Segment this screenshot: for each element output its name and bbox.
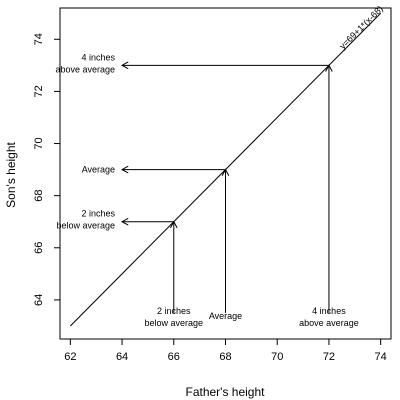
horizontal-arrow-1-head xyxy=(121,165,129,174)
y-tick-label-68: 68 xyxy=(33,190,45,202)
horizontal-arrow-0 xyxy=(121,217,174,226)
vertical-arrow-label-0-1: below average xyxy=(145,318,204,328)
vertical-arrow-0-head xyxy=(169,220,178,229)
horizontal-arrow-label-1-0: Average xyxy=(82,165,115,175)
y-tick-label-64: 64 xyxy=(33,294,45,306)
x-tick-label-64: 64 xyxy=(116,351,128,363)
x-axis-title: Father's height xyxy=(185,385,265,399)
y-axis-title: Son's height xyxy=(4,141,18,207)
horizontal-arrow-1 xyxy=(121,165,226,174)
horizontal-arrow-label-2-1: above average xyxy=(56,64,116,74)
regression-line-label: y=69+1*(x-68) xyxy=(338,4,385,51)
x-tick-label-62: 62 xyxy=(64,351,76,363)
vertical-arrow-2-head xyxy=(325,64,333,72)
vertical-arrow-label-0-0: 2 inches xyxy=(157,306,191,316)
y-tick-label-72: 72 xyxy=(33,85,45,97)
x-tick-label-72: 72 xyxy=(323,351,335,363)
x-tick-label-68: 68 xyxy=(219,351,231,363)
plot-marks: y=69+1*(x-68) 2 inches below average 2 inch… xyxy=(56,4,385,328)
vertical-arrow-1-head xyxy=(221,168,230,176)
vertical-arrow-label-1-0: Average xyxy=(209,311,242,321)
x-tick-label-74: 74 xyxy=(375,351,387,363)
y-tick-label-70: 70 xyxy=(33,137,45,149)
x-tick-label-66: 66 xyxy=(168,351,180,363)
y-tick-label-74: 74 xyxy=(33,33,45,45)
vertical-arrow-2 xyxy=(325,64,333,313)
x-axis: 62 64 66 68 70 72 74 xyxy=(64,339,387,363)
y-axis: 64 66 68 70 72 74 xyxy=(33,33,60,306)
x-tick-label-70: 70 xyxy=(271,351,283,363)
horizontal-arrow-2-head xyxy=(121,61,129,70)
vertical-arrow-label-2-0: 4 inches xyxy=(312,306,346,316)
horizontal-arrow-label-0-0: 2 inches xyxy=(82,209,116,219)
vertical-arrow-1 xyxy=(221,168,230,313)
horizontal-arrow-0-head xyxy=(121,217,129,226)
y-tick-label-66: 66 xyxy=(33,242,45,254)
horizontal-arrow-label-0-1: below average xyxy=(57,221,116,231)
vertical-arrow-label-2-1: above average xyxy=(299,318,359,328)
horizontal-arrow-2 xyxy=(121,61,329,70)
horizontal-arrow-label-2-0: 4 inches xyxy=(82,52,116,62)
vertical-arrow-0 xyxy=(169,220,178,313)
